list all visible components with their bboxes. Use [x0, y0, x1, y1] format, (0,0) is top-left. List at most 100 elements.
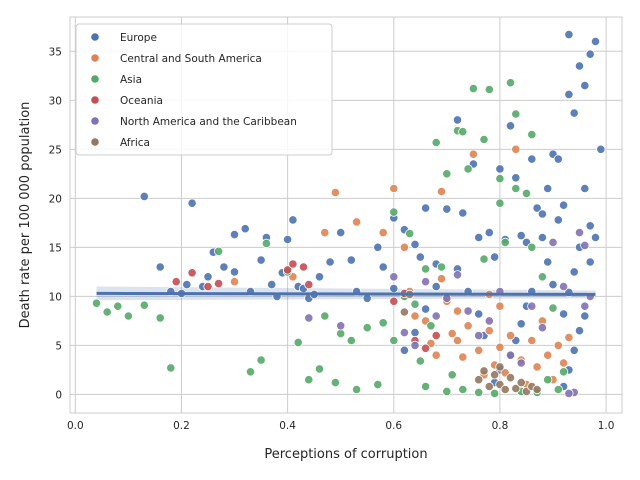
data-point: [505, 78, 516, 88]
data-point: [543, 257, 553, 267]
data-point: [537, 232, 548, 243]
y-tick-label: 30: [49, 95, 62, 107]
data-point: [527, 154, 537, 164]
data-point: [214, 246, 224, 256]
legend-marker: [90, 53, 100, 63]
data-point: [256, 355, 266, 365]
data-point: [484, 381, 494, 392]
legend-marker: [90, 74, 100, 84]
data-point: [420, 343, 431, 353]
data-point: [325, 257, 335, 267]
y-tick-label: 35: [49, 46, 62, 58]
data-point: [580, 301, 590, 311]
data-point: [389, 335, 399, 346]
legend-label: North America and the Caribbean: [120, 116, 297, 128]
data-point: [139, 191, 149, 201]
data-point: [548, 303, 558, 313]
data-point: [123, 311, 133, 321]
data-point: [474, 309, 484, 319]
x-tick-label: 0.2: [173, 420, 190, 432]
data-point: [585, 257, 595, 267]
data-points: [91, 29, 606, 398]
legend-marker: [90, 32, 100, 42]
data-point: [505, 373, 516, 383]
y-tick-label: 10: [49, 291, 62, 303]
data-point: [426, 321, 436, 331]
y-tick-label: 25: [49, 144, 62, 156]
data-point: [298, 262, 309, 272]
data-point: [431, 311, 441, 321]
data-point: [288, 215, 298, 225]
data-point: [558, 367, 569, 377]
data-point: [489, 370, 500, 380]
data-point: [574, 326, 585, 336]
data-point: [580, 240, 590, 250]
data-point: [580, 311, 590, 321]
data-point: [516, 358, 526, 368]
data-point: [378, 262, 388, 272]
data-point: [495, 164, 505, 174]
data-point: [564, 89, 574, 100]
data-point: [155, 313, 165, 323]
data-point: [182, 279, 192, 290]
data-point: [548, 237, 558, 247]
data-point: [505, 121, 516, 131]
data-point: [346, 335, 356, 346]
data-point: [436, 262, 447, 272]
data-point: [474, 330, 484, 341]
data-point: [489, 252, 500, 262]
data-point: [166, 363, 176, 373]
data-point: [410, 299, 420, 309]
data-point: [431, 350, 441, 360]
data-point: [362, 323, 372, 333]
data-point: [436, 186, 447, 197]
data-point: [458, 127, 468, 137]
data-point: [537, 323, 548, 333]
data-point: [282, 234, 293, 245]
data-point: [543, 350, 553, 360]
data-point: [288, 259, 298, 269]
data-point: [463, 321, 473, 331]
y-tick-label: 5: [55, 340, 62, 352]
data-point: [558, 281, 569, 292]
data-point: [203, 272, 213, 282]
data-point: [479, 366, 489, 376]
data-point: [532, 384, 542, 395]
data-point: [442, 386, 452, 396]
data-point: [532, 203, 542, 213]
data-point: [410, 311, 420, 321]
data-point: [527, 242, 537, 252]
data-point: [171, 277, 181, 287]
data-point: [569, 108, 579, 118]
data-point: [479, 254, 489, 264]
data-point: [553, 215, 563, 225]
data-point: [336, 228, 346, 238]
data-point: [405, 229, 415, 239]
data-point: [452, 115, 463, 125]
data-point: [484, 228, 494, 238]
data-point: [240, 224, 250, 234]
data-point: [505, 330, 516, 341]
data-point: [452, 335, 463, 346]
data-point: [474, 375, 484, 385]
data-point: [282, 265, 293, 275]
data-point: [495, 301, 505, 311]
data-point: [474, 345, 484, 355]
data-point: [219, 262, 229, 272]
data-point: [521, 188, 532, 198]
data-point: [102, 307, 112, 317]
data-point: [155, 262, 165, 272]
data-point: [463, 164, 473, 174]
data-point: [336, 321, 346, 331]
data-point: [574, 228, 585, 238]
legend: Europe Central and South America Asia Ocean…: [75, 23, 333, 156]
data-point: [527, 301, 537, 311]
data-point: [389, 272, 399, 282]
data-point: [495, 342, 505, 352]
data-point: [590, 232, 601, 243]
data-point: [214, 278, 224, 289]
data-point: [479, 134, 489, 145]
y-tick-label: 20: [49, 193, 62, 205]
tick-labels: 0.0 0.2 0.4 0.6 0.8 1.0 0 5 10 15 20 25 30 35: [49, 46, 615, 432]
data-point: [516, 377, 526, 388]
